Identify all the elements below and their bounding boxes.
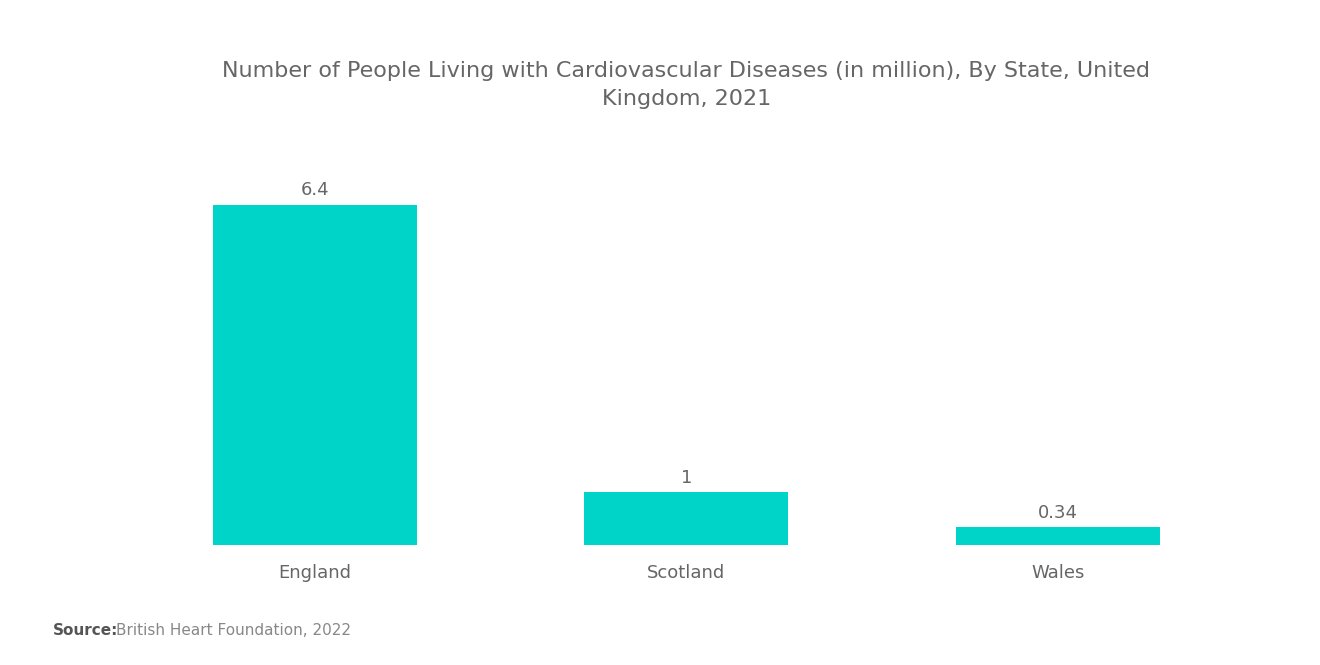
Text: 1: 1 <box>681 469 692 487</box>
Text: 0.34: 0.34 <box>1038 504 1077 522</box>
Bar <box>585 492 788 545</box>
Bar <box>213 205 417 545</box>
Text: Source:: Source: <box>53 623 119 638</box>
Title: Number of People Living with Cardiovascular Diseases (in million), By State, Uni: Number of People Living with Cardiovascu… <box>222 61 1151 108</box>
Text: 6.4: 6.4 <box>301 182 330 200</box>
Bar <box>956 527 1160 545</box>
Text: British Heart Foundation, 2022: British Heart Foundation, 2022 <box>116 623 351 638</box>
